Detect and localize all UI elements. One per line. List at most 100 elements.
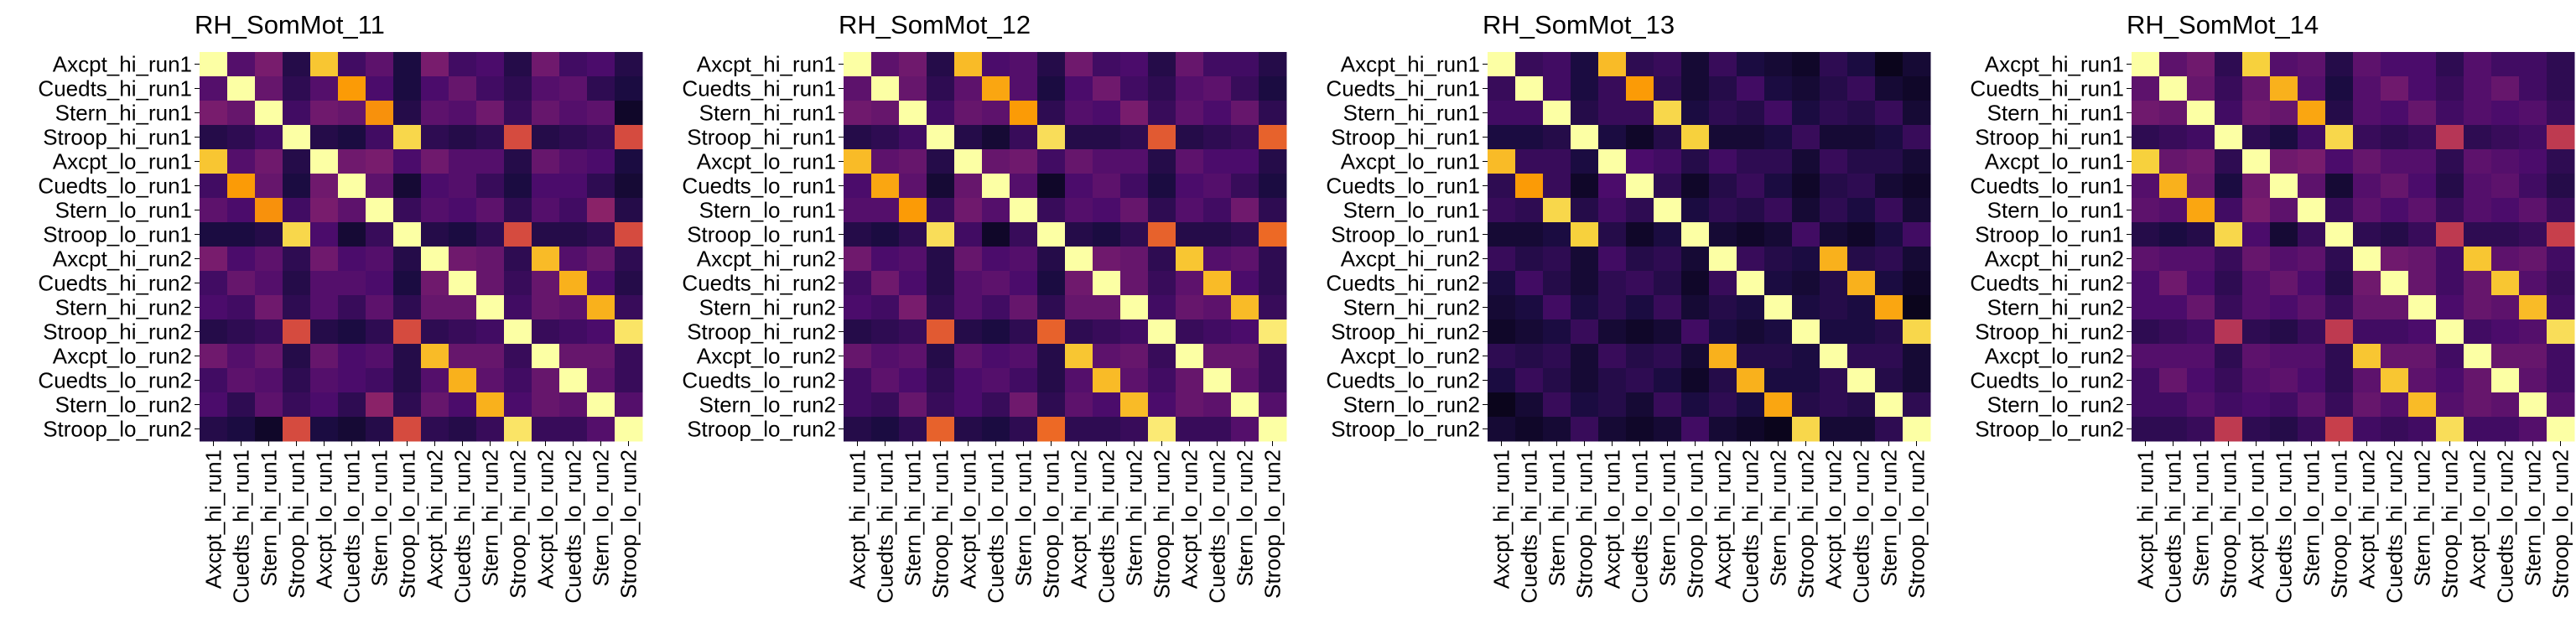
heatmap-cell: [1847, 271, 1876, 296]
heatmap-cell: [927, 344, 955, 369]
heatmap-cell: [2132, 247, 2160, 272]
heatmap-cell: [1010, 392, 1038, 418]
heatmap-cell: [227, 222, 256, 247]
heatmap-cell: [1259, 222, 1287, 247]
heatmap-cell: [2547, 198, 2575, 223]
y-tick-label: Cuedts_hi_run2: [682, 271, 836, 296]
heatmap-cell: [1543, 101, 1571, 126]
heatmap-cell: [200, 149, 228, 174]
heatmap-cell: [1231, 174, 1259, 199]
heatmap-cell: [1488, 149, 1516, 174]
heatmap-cell: [2187, 247, 2215, 272]
heatmap-cell: [871, 76, 900, 101]
heatmap-cell: [393, 174, 422, 199]
heatmap-cell: [1847, 417, 1876, 442]
heatmap-cell: [1093, 392, 1121, 418]
heatmap-cell: [421, 271, 449, 296]
heatmap-cell: [1120, 101, 1149, 126]
heatmap-cell: [2242, 149, 2271, 174]
y-tick-label: Stern_lo_run1: [699, 198, 836, 223]
x-tick-label: Axcpt_lo_run1: [2244, 449, 2269, 589]
heatmap-cell: [1231, 52, 1259, 77]
heatmap-cell: [1176, 149, 1204, 174]
heatmap-cell: [1488, 52, 1516, 77]
heatmap-cell: [1037, 198, 1066, 223]
heatmap-cell: [532, 319, 560, 345]
heatmap-cell: [1820, 101, 1848, 126]
heatmap-cell: [1515, 295, 1544, 320]
heatmap-cell: [200, 295, 228, 320]
heatmap-cell: [954, 344, 983, 369]
x-tick-label: Axcpt_lo_run2: [1821, 449, 1846, 589]
heatmap-cell: [504, 198, 532, 223]
heatmap-cell: [2242, 52, 2271, 77]
heatmap-cell: [1093, 76, 1121, 101]
heatmap-cell: [982, 222, 1010, 247]
heatmap-cell: [1820, 76, 1848, 101]
heatmap-cell: [2187, 344, 2215, 369]
heatmap-cell: [1764, 198, 1793, 223]
heatmap-cell: [615, 125, 643, 150]
heatmap-cell: [1488, 344, 1516, 369]
heatmap-cell: [927, 125, 955, 150]
y-tick-label: Stern_hi_run2: [699, 295, 836, 320]
heatmap-cell: [366, 222, 394, 247]
heatmap-cell: [587, 222, 615, 247]
heatmap-cell: [1488, 198, 1516, 223]
x-tick-label: Stroop_lo_run2: [2548, 449, 2573, 599]
heatmap-cell: [532, 76, 560, 101]
heatmap-cell: [2519, 76, 2547, 101]
heatmap-cell: [1203, 344, 1232, 369]
heatmap-cell: [2436, 247, 2464, 272]
y-tick-label: Axcpt_hi_run1: [53, 52, 192, 77]
heatmap-cell: [1626, 149, 1654, 174]
heatmap-cell: [476, 76, 505, 101]
heatmap-cell: [587, 344, 615, 369]
heatmap-cell: [982, 149, 1010, 174]
heatmap-cell: [1903, 52, 1931, 77]
x-tick-label: Stern_lo_run2: [1877, 449, 1902, 586]
heatmap-cell: [2298, 101, 2326, 126]
heatmap-cell: [338, 295, 366, 320]
heatmap-cell: [982, 417, 1010, 442]
heatmap-cell: [1515, 247, 1544, 272]
heatmap-cell: [1148, 76, 1176, 101]
heatmap-cell: [1764, 76, 1793, 101]
heatmap-cell: [1037, 101, 1066, 126]
heatmap-cell: [2547, 76, 2575, 101]
heatmap-cell: [1259, 368, 1287, 393]
heatmap-cell: [2132, 222, 2160, 247]
heatmap-cell: [1681, 52, 1710, 77]
heatmap-cell: [1792, 392, 1820, 418]
y-tick-label: Stroop_hi_run2: [687, 319, 836, 345]
heatmap-cell: [1488, 76, 1516, 101]
heatmap-cell: [899, 392, 927, 418]
heatmap-cell: [2159, 76, 2188, 101]
y-tick-label: Stern_hi_run2: [1987, 295, 2124, 320]
heatmap-cell: [1010, 417, 1038, 442]
heatmap-cell: [504, 125, 532, 150]
heatmap-cell: [1571, 271, 1599, 296]
heatmap-cell: [476, 174, 505, 199]
y-tick-label: Cuedts_lo_run2: [1326, 368, 1480, 393]
heatmap-cell: [2187, 149, 2215, 174]
heatmap-panel: RH_SomMot_11 Axcpt_hi_run1 Cuedts_hi_run1 S…: [0, 0, 644, 644]
heatmap-cell: [310, 319, 339, 345]
heatmap-cell: [2519, 125, 2547, 150]
heatmap-cell: [1231, 76, 1259, 101]
heatmap-cell: [1065, 295, 1093, 320]
heatmap-cell: [1654, 417, 1682, 442]
heatmap-cell: [615, 319, 643, 345]
heatmap-cell: [2353, 52, 2381, 77]
heatmap-cell: [1875, 368, 1903, 393]
heatmap-cell: [2436, 198, 2464, 223]
heatmap-cell: [2381, 247, 2409, 272]
heatmap-cell: [421, 52, 449, 77]
heatmap-cell: [615, 344, 643, 369]
heatmap-cell: [1148, 417, 1176, 442]
heatmap-cell: [338, 174, 366, 199]
heatmap-cell: [283, 417, 311, 442]
heatmap-cell: [1065, 198, 1093, 223]
heatmap-cell: [2436, 76, 2464, 101]
heatmap-cell: [871, 247, 900, 272]
